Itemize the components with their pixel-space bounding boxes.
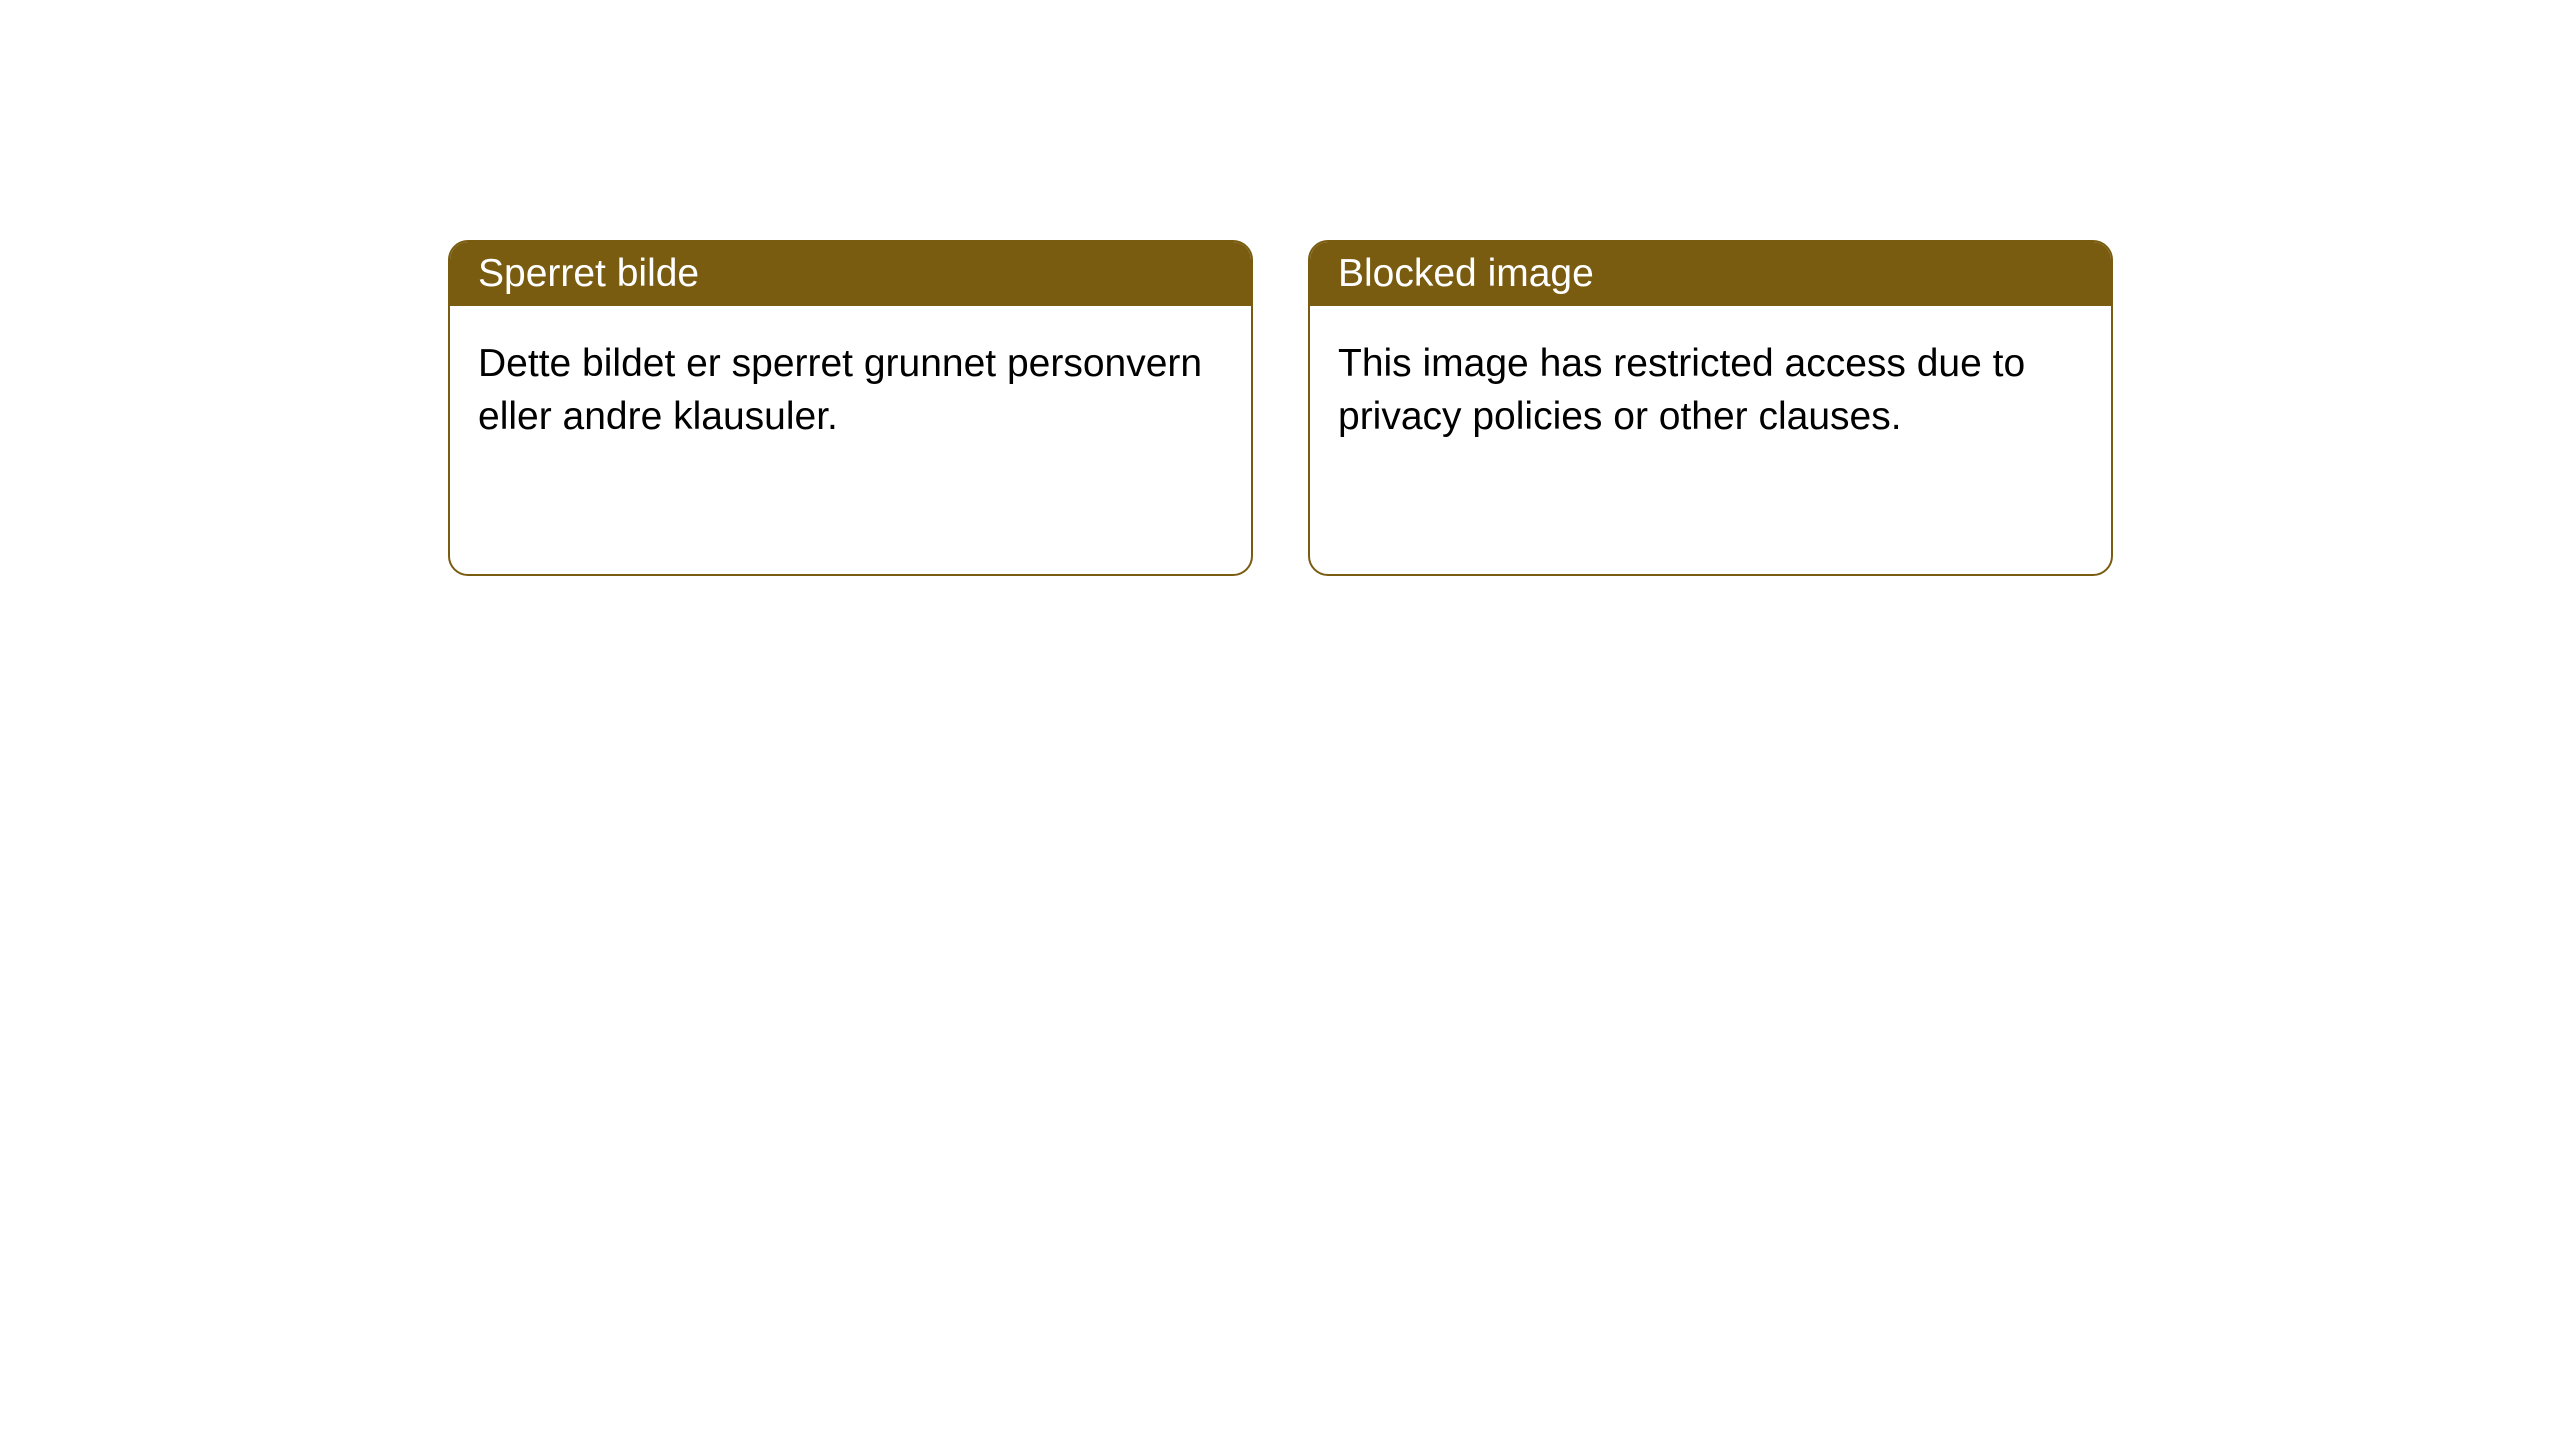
- notice-card-norwegian: Sperret bilde Dette bildet er sperret gr…: [448, 240, 1253, 576]
- notice-cards-container: Sperret bilde Dette bildet er sperret gr…: [0, 0, 2560, 576]
- notice-card-title: Blocked image: [1310, 242, 2111, 306]
- notice-card-english: Blocked image This image has restricted …: [1308, 240, 2113, 576]
- notice-card-title: Sperret bilde: [450, 242, 1251, 306]
- notice-card-body: Dette bildet er sperret grunnet personve…: [450, 306, 1251, 475]
- notice-card-body: This image has restricted access due to …: [1310, 306, 2111, 475]
